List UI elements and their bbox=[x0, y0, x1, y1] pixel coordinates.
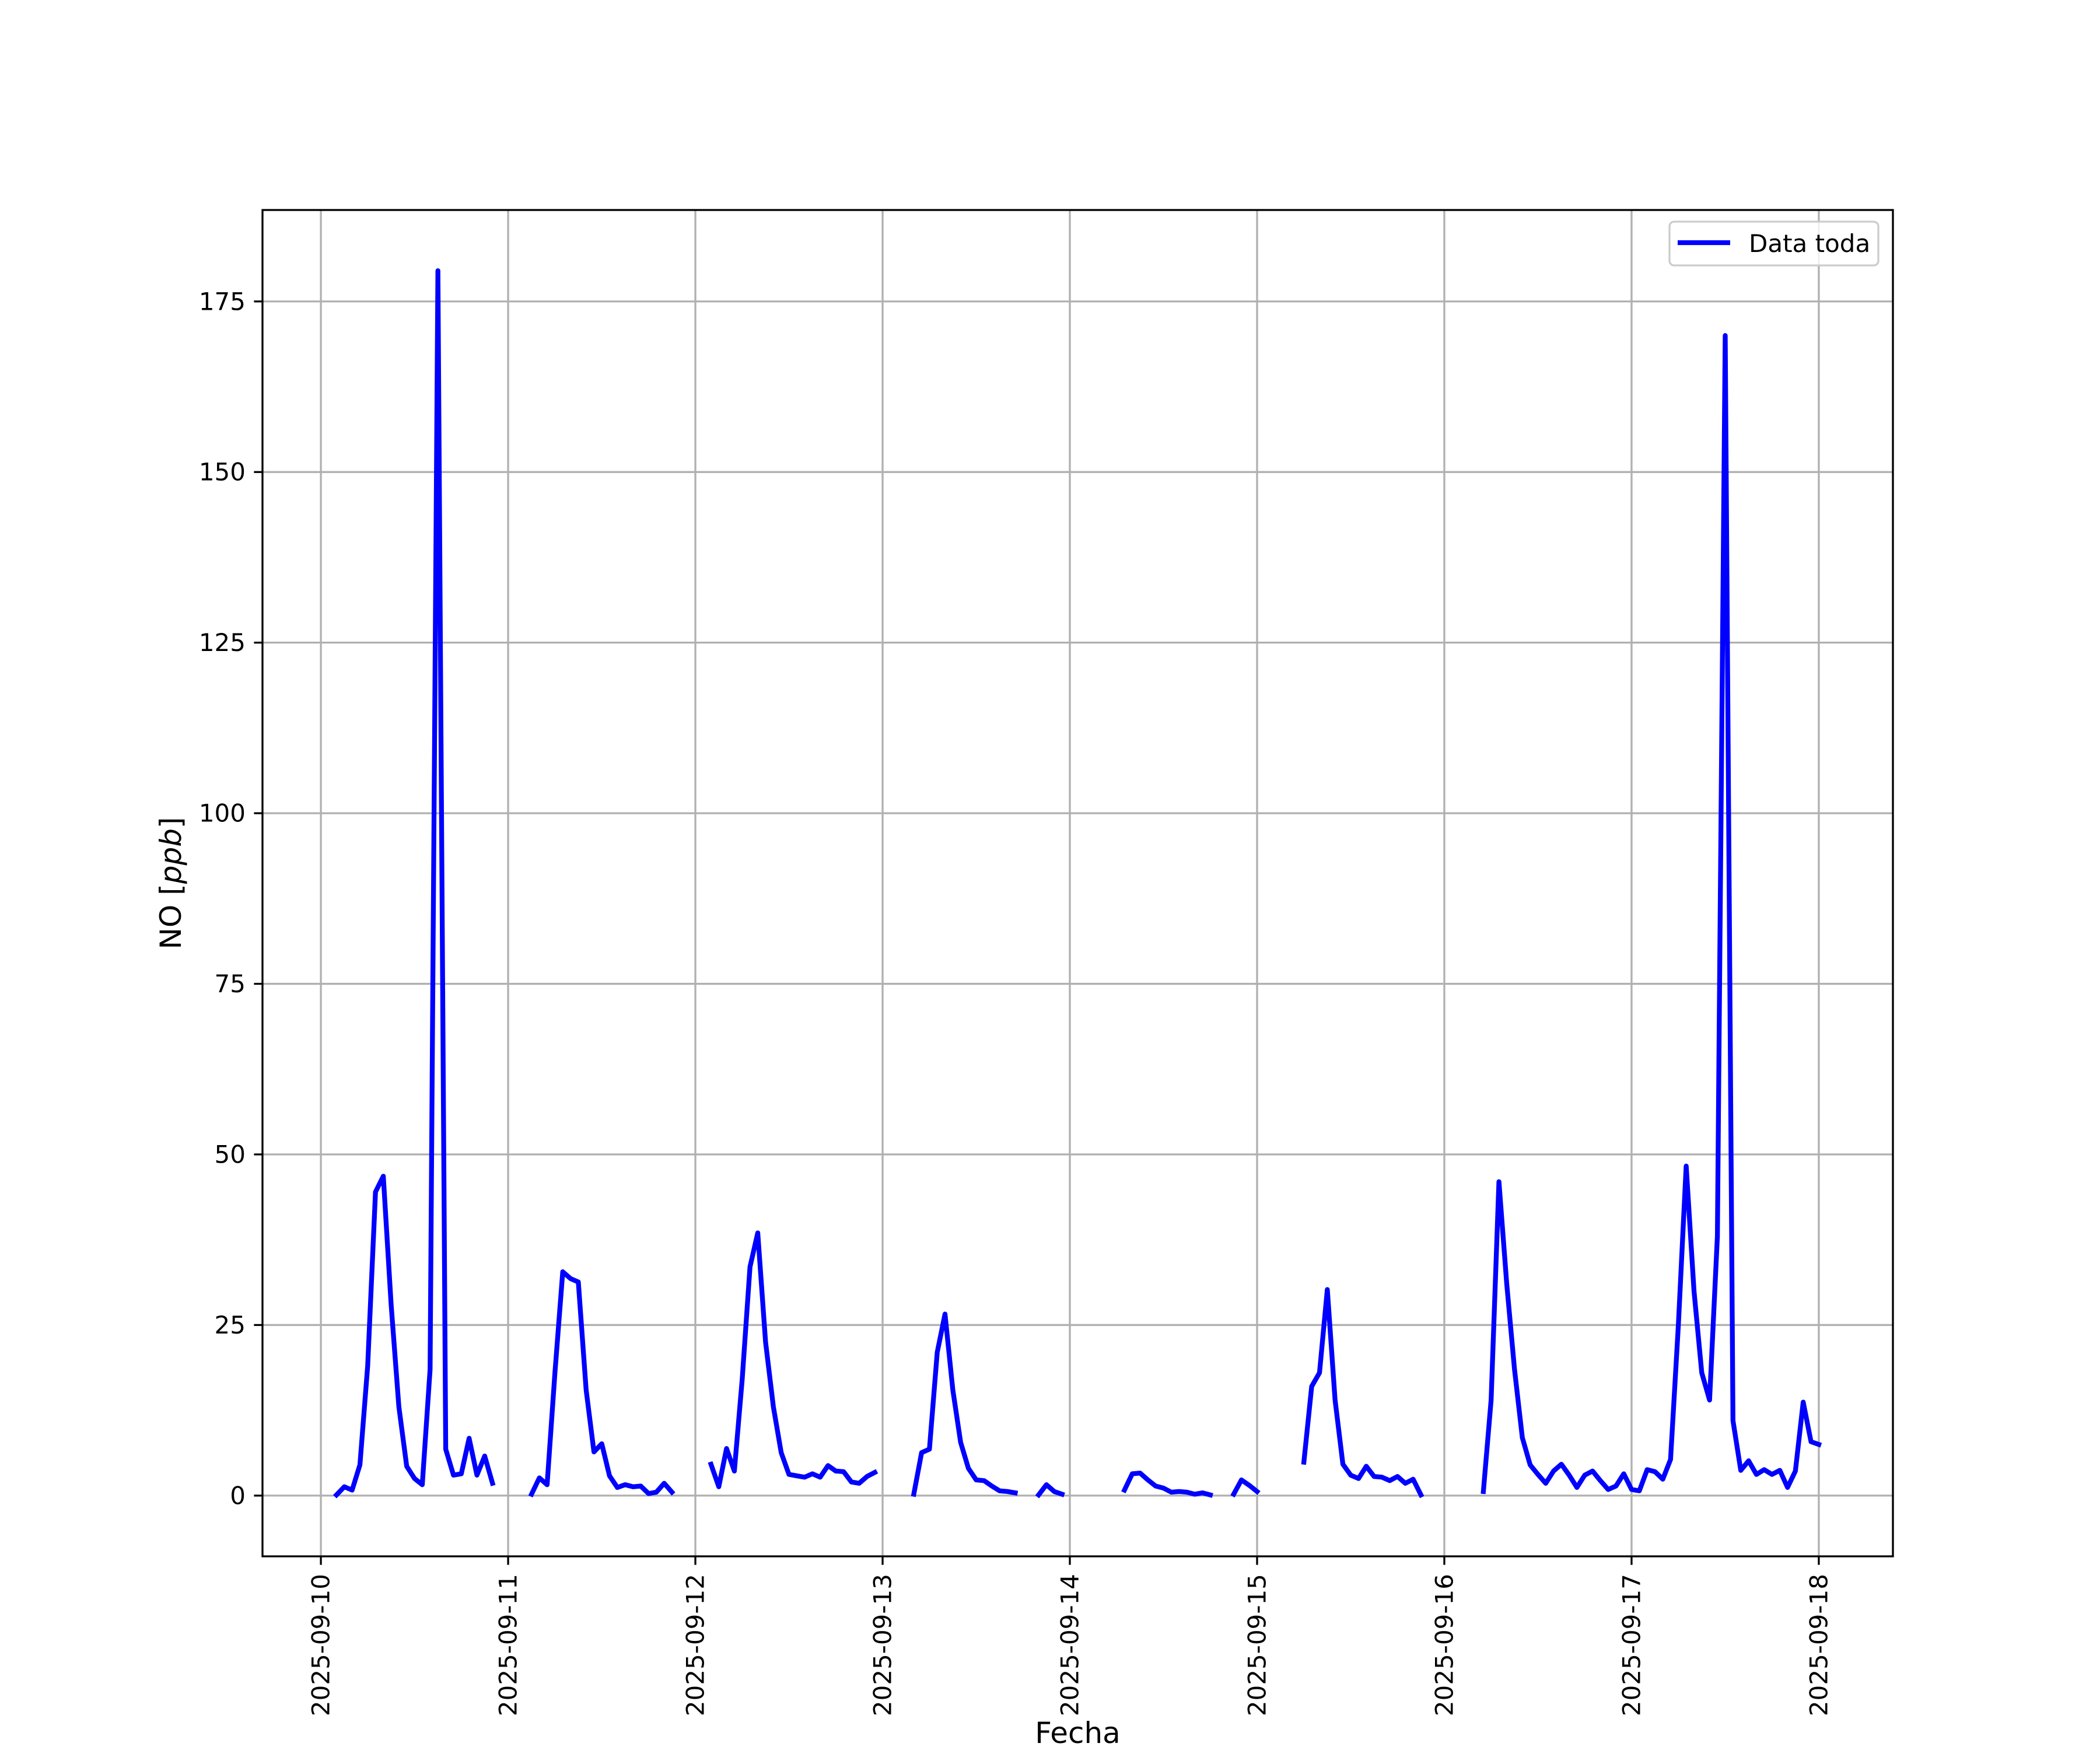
y-tick-label: 125 bbox=[199, 628, 246, 657]
x-tick-label: 2025-09-11 bbox=[494, 1574, 523, 1716]
y-tick-label: 50 bbox=[215, 1140, 246, 1168]
y-tick-label: 25 bbox=[215, 1311, 246, 1339]
x-tick-label: 2025-09-18 bbox=[1804, 1574, 1833, 1716]
legend-box bbox=[1668, 220, 1880, 267]
y-tick-label: 75 bbox=[215, 970, 246, 998]
x-tick-label: 2025-09-13 bbox=[869, 1574, 897, 1716]
y-tick-label: 175 bbox=[199, 287, 246, 316]
x-axis-ticks: 2025-09-10 2025-09-11 2025-09-12 2025-09-13… bbox=[307, 1556, 1833, 1716]
axes-frame bbox=[261, 209, 1894, 1558]
series-line-segment bbox=[911, 1311, 1019, 1497]
y-axis-label-text: NO [ bbox=[154, 884, 188, 949]
x-tick-label: 2025-09-10 bbox=[307, 1574, 335, 1716]
x-tick-label: 2025-09-12 bbox=[681, 1574, 710, 1716]
data-series bbox=[332, 268, 1822, 1499]
series-line-segment bbox=[528, 1269, 676, 1498]
x-tick-label: 2025-09-14 bbox=[1056, 1574, 1084, 1716]
legend: Data toda bbox=[1668, 220, 1880, 267]
series-line-segment bbox=[1230, 1477, 1261, 1498]
y-tick-label: 150 bbox=[199, 458, 246, 487]
x-tick-label: 2025-09-17 bbox=[1617, 1574, 1646, 1716]
plot-area bbox=[262, 210, 1893, 1556]
series-line-segment bbox=[708, 1230, 878, 1489]
legend-entry-label: Data toda bbox=[1749, 229, 1870, 258]
series-line-segment bbox=[1301, 1287, 1424, 1499]
y-axis-label-close: ] bbox=[154, 817, 188, 829]
y-axis-label-unit: ppb bbox=[154, 828, 188, 884]
series-line-segment bbox=[332, 268, 496, 1499]
y-tick-label: 0 bbox=[230, 1481, 246, 1510]
y-axis-label: NO [ppb] bbox=[154, 817, 188, 950]
series-line-segment bbox=[1121, 1471, 1213, 1498]
y-tick-label: 100 bbox=[199, 799, 246, 828]
series-line-segment bbox=[1035, 1482, 1065, 1499]
x-tick-label: 2025-09-16 bbox=[1430, 1574, 1458, 1716]
x-tick-label: 2025-09-15 bbox=[1242, 1574, 1271, 1716]
series-line-segment bbox=[1480, 333, 1822, 1494]
grid-lines bbox=[262, 210, 1893, 1556]
y-axis-ticks: 0 25 50 75 100 125 150 175 bbox=[199, 287, 262, 1510]
x-axis-label: Fecha bbox=[1035, 1716, 1121, 1750]
